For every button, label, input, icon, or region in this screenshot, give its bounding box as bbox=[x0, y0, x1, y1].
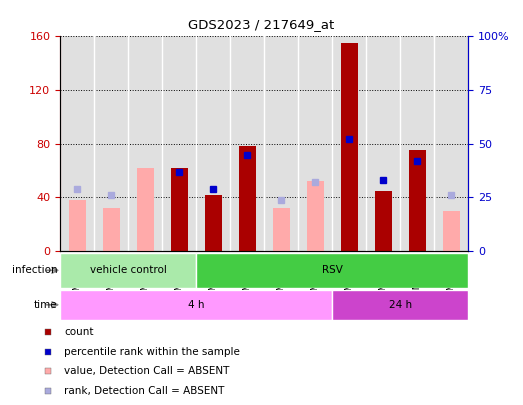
Text: GDS2023 / 217649_at: GDS2023 / 217649_at bbox=[188, 18, 335, 31]
Bar bbox=[196, 36, 230, 251]
Bar bbox=[137, 168, 154, 251]
Bar bbox=[442, 211, 460, 251]
Bar bbox=[69, 200, 86, 251]
Bar bbox=[442, 211, 460, 251]
Bar bbox=[128, 36, 162, 251]
Bar bbox=[434, 36, 468, 251]
Text: count: count bbox=[64, 327, 94, 337]
Bar bbox=[230, 36, 264, 251]
Bar bbox=[374, 191, 392, 251]
Text: infection: infection bbox=[12, 265, 58, 275]
Bar bbox=[374, 191, 392, 251]
Bar bbox=[204, 195, 222, 251]
Text: time: time bbox=[34, 300, 58, 310]
Bar bbox=[204, 195, 222, 251]
Text: 4 h: 4 h bbox=[188, 300, 204, 310]
Bar bbox=[400, 36, 434, 251]
Bar bbox=[170, 168, 188, 251]
Bar bbox=[60, 253, 196, 288]
Bar bbox=[306, 181, 324, 251]
Bar bbox=[408, 151, 426, 251]
Bar bbox=[137, 168, 154, 251]
Text: percentile rank within the sample: percentile rank within the sample bbox=[64, 347, 240, 356]
Bar bbox=[264, 36, 298, 251]
Bar bbox=[366, 36, 400, 251]
Bar bbox=[103, 208, 120, 251]
Bar bbox=[332, 290, 468, 320]
Text: RSV: RSV bbox=[322, 265, 343, 275]
Bar bbox=[306, 181, 324, 251]
Text: 24 h: 24 h bbox=[389, 300, 412, 310]
Bar bbox=[238, 147, 256, 251]
Text: rank, Detection Call = ABSENT: rank, Detection Call = ABSENT bbox=[64, 386, 224, 396]
Text: value, Detection Call = ABSENT: value, Detection Call = ABSENT bbox=[64, 367, 229, 376]
Bar bbox=[69, 200, 86, 251]
Bar bbox=[340, 43, 358, 251]
Bar bbox=[238, 147, 256, 251]
Bar bbox=[298, 36, 332, 251]
Bar bbox=[60, 36, 94, 251]
Bar bbox=[196, 253, 468, 288]
Text: vehicle control: vehicle control bbox=[90, 265, 166, 275]
Bar bbox=[103, 208, 120, 251]
Bar bbox=[162, 36, 196, 251]
Bar bbox=[408, 151, 426, 251]
Bar bbox=[332, 36, 366, 251]
Bar bbox=[272, 208, 290, 251]
Bar bbox=[170, 168, 188, 251]
Bar bbox=[340, 43, 358, 251]
Bar bbox=[94, 36, 128, 251]
Bar bbox=[60, 290, 332, 320]
Bar bbox=[272, 208, 290, 251]
